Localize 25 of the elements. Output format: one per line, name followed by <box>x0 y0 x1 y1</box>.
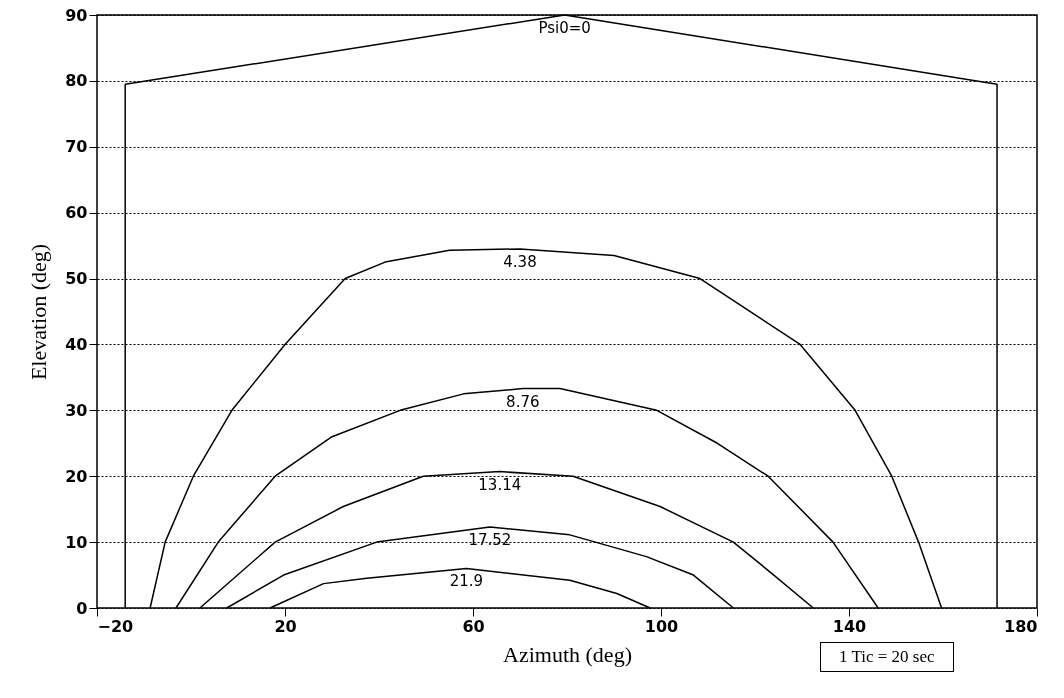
x-tick-label: 100 <box>644 616 679 636</box>
y-tick-label: 30 <box>65 400 88 420</box>
x-tick-label: −20 <box>97 616 134 636</box>
series-label: 17.52 <box>468 530 512 549</box>
y-tick-label: 20 <box>65 466 88 486</box>
y-tick-label: 0 <box>76 598 88 618</box>
y-tick-label: 50 <box>65 269 88 289</box>
y-tick-label: 40 <box>65 334 88 354</box>
x-axis-title: Azimuth (deg) <box>503 641 632 667</box>
y-tick-label: 80 <box>65 71 88 91</box>
x-tick-label: 180 <box>1004 616 1038 636</box>
series-label: Psi0=0 <box>538 19 591 37</box>
series-label: 21.9 <box>449 572 484 591</box>
text: 1 Tic = 20 sec <box>820 642 954 672</box>
y-tick-label: 90 <box>65 5 88 25</box>
series-label: 13.14 <box>478 475 522 494</box>
series-label: 8.76 <box>506 392 540 411</box>
y-tick-label: 70 <box>65 137 88 157</box>
series-label: 4.38 <box>503 252 537 271</box>
y-tick-label: 10 <box>65 532 88 552</box>
x-tick-label: 140 <box>832 616 867 636</box>
y-tick-label: 60 <box>65 203 88 223</box>
y-axis-title: Elevation (deg) <box>26 243 52 381</box>
x-tick-label: 60 <box>462 616 485 636</box>
x-tick-label: 20 <box>274 616 297 636</box>
